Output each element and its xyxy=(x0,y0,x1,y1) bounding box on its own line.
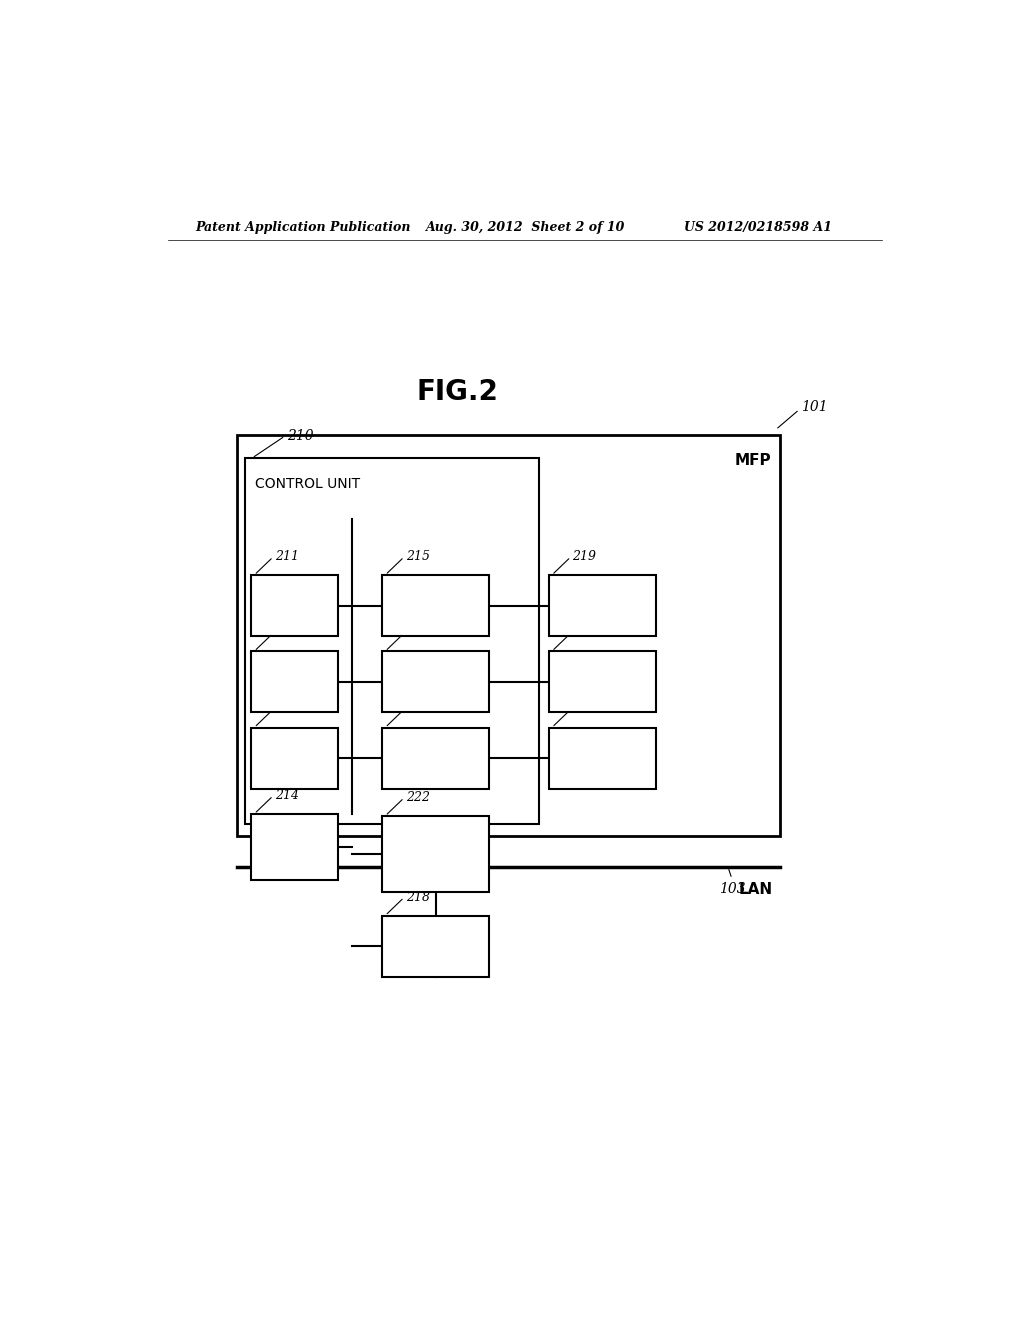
Text: NETWORK: NETWORK xyxy=(397,929,473,942)
Text: IMAGE: IMAGE xyxy=(412,828,460,841)
Bar xyxy=(549,576,655,636)
Text: 217: 217 xyxy=(406,702,430,715)
Text: MFP: MFP xyxy=(735,453,772,469)
Text: FIG.2: FIG.2 xyxy=(417,378,499,407)
Bar xyxy=(246,458,539,824)
Text: I/F: I/F xyxy=(426,685,445,698)
Text: Patent Application Publication: Patent Application Publication xyxy=(196,220,411,234)
Text: SCANNER: SCANNER xyxy=(400,742,471,755)
Text: 219: 219 xyxy=(572,550,596,564)
Text: UNIT: UNIT xyxy=(418,869,454,880)
Text: LAN: LAN xyxy=(738,882,772,896)
Text: 214: 214 xyxy=(274,789,299,803)
Bar xyxy=(382,916,489,977)
Text: 216: 216 xyxy=(406,627,430,640)
Text: HDD: HDD xyxy=(278,841,311,854)
Bar xyxy=(549,727,655,788)
Text: CPU: CPU xyxy=(280,599,309,612)
Bar xyxy=(251,651,338,713)
Text: 103: 103 xyxy=(719,882,745,896)
Bar xyxy=(251,576,338,636)
Text: I/F: I/F xyxy=(426,950,445,962)
Text: RAM: RAM xyxy=(278,751,311,764)
Text: PRINTER: PRINTER xyxy=(570,676,635,688)
Text: 213: 213 xyxy=(274,702,299,715)
Text: PRINTER: PRINTER xyxy=(403,665,468,678)
Text: CONTROL UNIT: CONTROL UNIT xyxy=(255,477,360,491)
Text: OPERATION: OPERATION xyxy=(559,589,645,602)
Text: OPERATION: OPERATION xyxy=(392,589,478,602)
Text: I/F: I/F xyxy=(426,762,445,775)
Bar xyxy=(382,816,489,892)
Text: 215: 215 xyxy=(406,550,430,564)
Text: 218: 218 xyxy=(406,891,430,904)
Text: 221: 221 xyxy=(572,702,596,715)
Text: SCANNER: SCANNER xyxy=(566,751,638,764)
Bar xyxy=(382,576,489,636)
Text: 220: 220 xyxy=(572,627,596,640)
Text: 101: 101 xyxy=(801,400,827,414)
Text: US 2012/0218598 A1: US 2012/0218598 A1 xyxy=(684,220,831,234)
Text: 212: 212 xyxy=(274,627,299,640)
Bar xyxy=(382,727,489,788)
Bar xyxy=(237,434,779,837)
Text: UNIT: UNIT xyxy=(585,610,621,622)
Text: 222: 222 xyxy=(406,791,430,804)
Text: ROM: ROM xyxy=(278,676,312,688)
Text: Aug. 30, 2012  Sheet 2 of 10: Aug. 30, 2012 Sheet 2 of 10 xyxy=(426,220,625,234)
Bar xyxy=(251,727,338,788)
Text: 210: 210 xyxy=(287,429,313,444)
Bar xyxy=(251,814,338,880)
Bar xyxy=(549,651,655,713)
Bar xyxy=(382,651,489,713)
Text: 211: 211 xyxy=(274,550,299,564)
Text: CONVERSION: CONVERSION xyxy=(386,847,484,861)
Text: UNIT I/F: UNIT I/F xyxy=(406,610,465,622)
